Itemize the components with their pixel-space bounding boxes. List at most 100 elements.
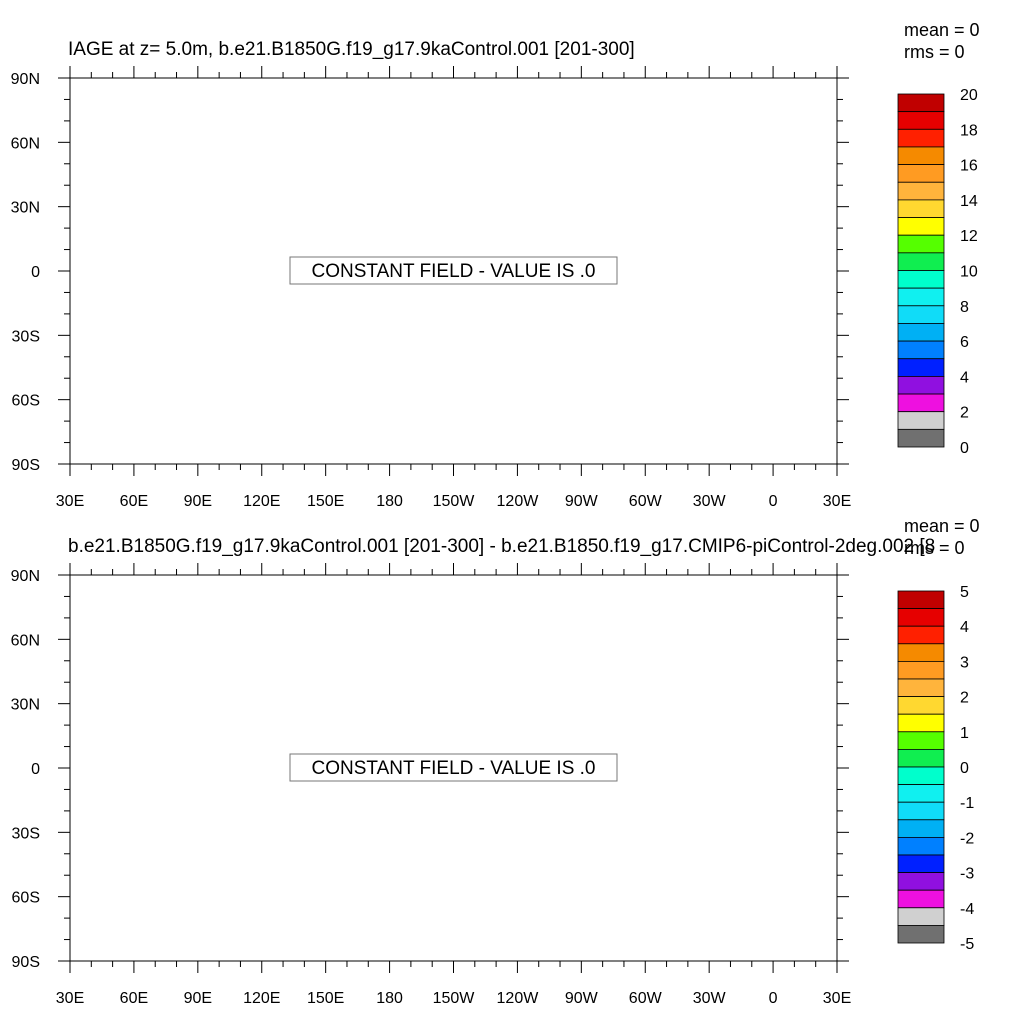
colorbar-box bbox=[897, 713, 945, 733]
colorbar-label: 6 bbox=[960, 334, 969, 351]
colorbar-box bbox=[897, 661, 945, 680]
x-axis-labels: 30E 60E 90E 120E 150E 180 150W 120W 90W 60W 30W 0 30… bbox=[56, 493, 851, 510]
colorbar-box bbox=[897, 164, 945, 183]
colorbar-label: -3 bbox=[960, 866, 974, 883]
colorbar-label: 0 bbox=[960, 760, 969, 777]
x-tick-label: 30W bbox=[693, 493, 727, 510]
colorbar-box bbox=[897, 625, 945, 645]
colorbar-box bbox=[897, 608, 945, 627]
colorbar-label: 12 bbox=[960, 228, 978, 245]
colorbar-box bbox=[897, 146, 945, 165]
x-tick-label: 180 bbox=[376, 493, 403, 510]
colorbar-label: 4 bbox=[960, 619, 969, 636]
x-tick-label: 30E bbox=[56, 493, 84, 510]
colorbar-label: -2 bbox=[960, 830, 974, 847]
colorbar-box bbox=[897, 305, 945, 324]
x-tick-label: 150E bbox=[307, 990, 344, 1007]
colorbar-label: 1 bbox=[960, 725, 969, 742]
y-tick-label: 30S bbox=[12, 328, 40, 345]
colorbar-box bbox=[897, 889, 945, 909]
x-tick-label: 0 bbox=[769, 990, 778, 1007]
y-tick-label: 90N bbox=[11, 71, 40, 88]
colorbar-box bbox=[897, 678, 945, 698]
x-tick-label: 0 bbox=[769, 493, 778, 510]
y-tick-label: 60S bbox=[12, 393, 40, 410]
colorbar-box bbox=[897, 393, 945, 413]
colorbar-box bbox=[897, 907, 945, 926]
y-tick-label: 30N bbox=[11, 697, 40, 714]
colorbar-label: 18 bbox=[960, 122, 978, 139]
x-tick-label: 150W bbox=[433, 493, 476, 510]
colorbar-label: -4 bbox=[960, 901, 974, 918]
y-axis-labels: 90N 60N 30N 0 30S 60S 90S bbox=[11, 568, 40, 971]
y-tick-label: 90N bbox=[11, 568, 40, 585]
colorbar-box bbox=[897, 375, 945, 395]
colorbar-label: 20 bbox=[960, 87, 978, 104]
x-tick-label: 150E bbox=[307, 493, 344, 510]
y-tick-label: 30S bbox=[12, 825, 40, 842]
colorbar-label: 10 bbox=[960, 264, 978, 281]
y-tick-label: 90S bbox=[12, 954, 40, 971]
x-tick-label: 90W bbox=[565, 493, 599, 510]
colorbar-box bbox=[897, 411, 945, 430]
colorbar-label: -1 bbox=[960, 795, 974, 812]
stat-mean: mean = 0 bbox=[904, 516, 980, 536]
colorbar-box bbox=[897, 128, 945, 148]
x-tick-label: 60W bbox=[629, 990, 663, 1007]
x-tick-label: 30E bbox=[823, 493, 851, 510]
y-tick-label: 30N bbox=[11, 200, 40, 217]
colorbar-box bbox=[897, 837, 945, 856]
colorbar-label: 0 bbox=[960, 440, 969, 457]
colorbar: -5 -4 -3 -2 -1 0 1 2 3 4 5 bbox=[897, 584, 974, 953]
panel-title: b.e21.B1850G.f19_g17.9kaControl.001 [201… bbox=[68, 536, 935, 557]
x-axis-labels: 30E 60E 90E 120E 150E 180 150W 120W 90W 60W 30W 0 30… bbox=[56, 990, 851, 1007]
x-tick-label: 120W bbox=[497, 493, 540, 510]
colorbar-box bbox=[897, 749, 945, 768]
colorbar-label: 2 bbox=[960, 690, 969, 707]
x-tick-label: 60W bbox=[629, 493, 663, 510]
x-tick-label: 30W bbox=[693, 990, 727, 1007]
y-tick-label: 60S bbox=[12, 890, 40, 907]
colorbar-box bbox=[897, 181, 945, 201]
x-tick-label: 150W bbox=[433, 990, 476, 1007]
panel-bottom: b.e21.B1850G.f19_g17.9kaControl.001 [201… bbox=[11, 516, 980, 1007]
x-tick-label: 120W bbox=[497, 990, 540, 1007]
colorbar-box bbox=[897, 854, 945, 874]
colorbar-box bbox=[897, 323, 945, 342]
axis-ticks bbox=[58, 66, 849, 476]
y-tick-label: 60N bbox=[11, 135, 40, 152]
x-tick-label: 60E bbox=[120, 493, 148, 510]
colorbar: 0 2 4 6 8 10 12 14 16 18 20 bbox=[897, 87, 978, 457]
x-tick-label: 90W bbox=[565, 990, 599, 1007]
x-tick-label: 120E bbox=[243, 493, 280, 510]
colorbar-box bbox=[897, 872, 945, 891]
stat-mean: mean = 0 bbox=[904, 20, 980, 40]
colorbar-label: 14 bbox=[960, 193, 978, 210]
colorbar-box bbox=[897, 731, 945, 750]
axis-ticks bbox=[58, 563, 849, 973]
stat-rms: rms = 0 bbox=[904, 42, 965, 62]
colorbar-box bbox=[897, 270, 945, 289]
colorbar-box bbox=[897, 111, 945, 130]
x-tick-label: 120E bbox=[243, 990, 280, 1007]
panel-title: IAGE at z= 5.0m, b.e21.B1850G.f19_g17.9k… bbox=[68, 39, 635, 60]
colorbar-box bbox=[897, 590, 945, 610]
colorbar-box bbox=[897, 252, 945, 271]
stat-rms: rms = 0 bbox=[904, 538, 965, 558]
colorbar-box bbox=[897, 696, 945, 715]
y-tick-label: 60N bbox=[11, 632, 40, 649]
colorbar-box bbox=[897, 784, 945, 803]
x-tick-label: 30E bbox=[823, 990, 851, 1007]
message-box bbox=[289, 753, 618, 782]
colorbar-box bbox=[897, 93, 945, 113]
colorbar-box bbox=[897, 358, 945, 377]
colorbar-box bbox=[897, 819, 945, 838]
colorbar-label: -5 bbox=[960, 936, 974, 953]
colorbar-label: 3 bbox=[960, 654, 969, 671]
y-tick-label: 90S bbox=[12, 457, 40, 474]
colorbar-box bbox=[897, 234, 945, 254]
y-axis-labels: 90N 60N 30N 0 30S 60S 90S bbox=[11, 71, 40, 474]
x-tick-label: 90E bbox=[184, 493, 212, 510]
panel-top: IAGE at z= 5.0m, b.e21.B1850G.f19_g17.9k… bbox=[11, 20, 980, 510]
